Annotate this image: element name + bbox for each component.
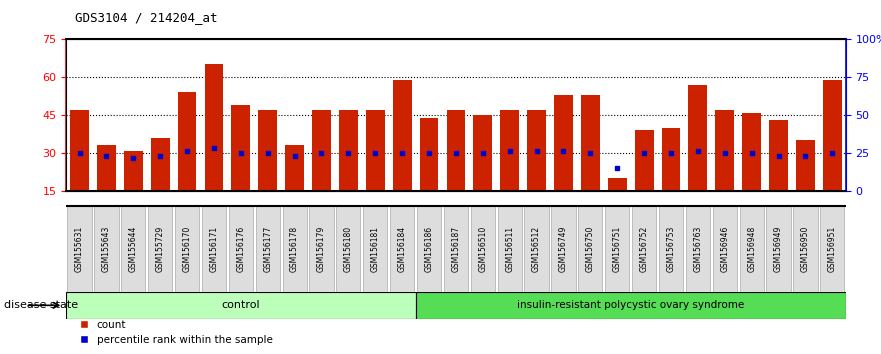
Legend: count, percentile rank within the sample: count, percentile rank within the sample [80, 320, 272, 345]
Text: GSM156512: GSM156512 [532, 226, 541, 272]
Text: GSM156178: GSM156178 [290, 226, 300, 272]
FancyBboxPatch shape [444, 206, 468, 292]
Bar [70, 110, 89, 191]
FancyBboxPatch shape [363, 206, 388, 292]
Text: GSM156511: GSM156511 [505, 226, 515, 272]
FancyBboxPatch shape [766, 206, 790, 292]
Text: GSM155631: GSM155631 [75, 226, 84, 272]
FancyBboxPatch shape [524, 206, 549, 292]
Bar [554, 95, 573, 191]
Bar [178, 92, 196, 191]
FancyBboxPatch shape [94, 206, 119, 292]
Bar [715, 110, 734, 191]
Bar [796, 141, 815, 191]
Text: GSM156176: GSM156176 [236, 226, 245, 272]
Text: GSM156510: GSM156510 [478, 226, 487, 272]
Text: GSM156950: GSM156950 [801, 226, 810, 272]
FancyBboxPatch shape [175, 206, 199, 292]
Bar [662, 128, 680, 191]
FancyBboxPatch shape [578, 206, 603, 292]
Text: control: control [221, 300, 260, 310]
FancyBboxPatch shape [739, 206, 764, 292]
FancyBboxPatch shape [659, 206, 683, 292]
Bar [393, 80, 411, 191]
FancyBboxPatch shape [820, 206, 844, 292]
Bar [419, 118, 439, 191]
Text: GSM156948: GSM156948 [747, 226, 756, 272]
Text: GSM156179: GSM156179 [317, 226, 326, 272]
FancyBboxPatch shape [309, 206, 334, 292]
Bar [823, 80, 841, 191]
Bar [473, 115, 492, 191]
FancyBboxPatch shape [283, 206, 307, 292]
Text: GSM156181: GSM156181 [371, 226, 380, 272]
Bar [608, 178, 626, 191]
Bar [312, 110, 331, 191]
Text: GSM155644: GSM155644 [129, 226, 137, 272]
Bar [581, 95, 600, 191]
Bar [447, 110, 465, 191]
Text: insulin-resistant polycystic ovary syndrome: insulin-resistant polycystic ovary syndr… [517, 300, 744, 310]
Bar [634, 130, 654, 191]
Bar [527, 110, 546, 191]
Text: GSM156753: GSM156753 [667, 226, 676, 272]
FancyBboxPatch shape [337, 206, 360, 292]
Text: GSM156184: GSM156184 [397, 226, 407, 272]
Text: GSM156949: GSM156949 [774, 226, 783, 272]
FancyBboxPatch shape [552, 206, 575, 292]
Text: GSM156177: GSM156177 [263, 226, 272, 272]
FancyBboxPatch shape [685, 206, 710, 292]
Text: GSM156749: GSM156749 [559, 226, 568, 272]
FancyBboxPatch shape [498, 206, 522, 292]
Text: GDS3104 / 214204_at: GDS3104 / 214204_at [75, 11, 218, 24]
Text: GSM156752: GSM156752 [640, 226, 648, 272]
Text: GSM156763: GSM156763 [693, 226, 702, 272]
FancyBboxPatch shape [255, 206, 280, 292]
FancyBboxPatch shape [390, 206, 414, 292]
Bar [743, 113, 761, 191]
Text: GSM156751: GSM156751 [612, 226, 622, 272]
Bar [204, 64, 224, 191]
Text: GSM156171: GSM156171 [210, 226, 218, 272]
Bar [500, 110, 519, 191]
Bar [258, 110, 278, 191]
FancyBboxPatch shape [713, 206, 737, 292]
Text: GSM156170: GSM156170 [182, 226, 191, 272]
FancyBboxPatch shape [68, 206, 92, 292]
Text: GSM156750: GSM156750 [586, 226, 595, 272]
Text: GSM156946: GSM156946 [721, 226, 729, 272]
Bar [769, 120, 788, 191]
FancyBboxPatch shape [122, 206, 145, 292]
FancyBboxPatch shape [148, 206, 173, 292]
Bar [66, 292, 416, 319]
Text: GSM155729: GSM155729 [156, 226, 165, 272]
FancyBboxPatch shape [632, 206, 656, 292]
FancyBboxPatch shape [417, 206, 441, 292]
Text: GSM156187: GSM156187 [451, 226, 461, 272]
Text: GSM156186: GSM156186 [425, 226, 433, 272]
Bar [366, 110, 385, 191]
FancyBboxPatch shape [793, 206, 818, 292]
FancyBboxPatch shape [229, 206, 253, 292]
FancyBboxPatch shape [605, 206, 629, 292]
FancyBboxPatch shape [202, 206, 226, 292]
Text: GSM156180: GSM156180 [344, 226, 353, 272]
Bar [124, 150, 143, 191]
FancyBboxPatch shape [470, 206, 495, 292]
Bar [688, 85, 707, 191]
Text: disease state: disease state [4, 300, 78, 310]
Bar [416, 292, 846, 319]
Text: GSM156951: GSM156951 [828, 226, 837, 272]
Bar [97, 145, 115, 191]
Text: GSM155643: GSM155643 [102, 226, 111, 272]
Bar [151, 138, 169, 191]
Bar [285, 145, 304, 191]
Bar [339, 110, 358, 191]
Bar [232, 105, 250, 191]
